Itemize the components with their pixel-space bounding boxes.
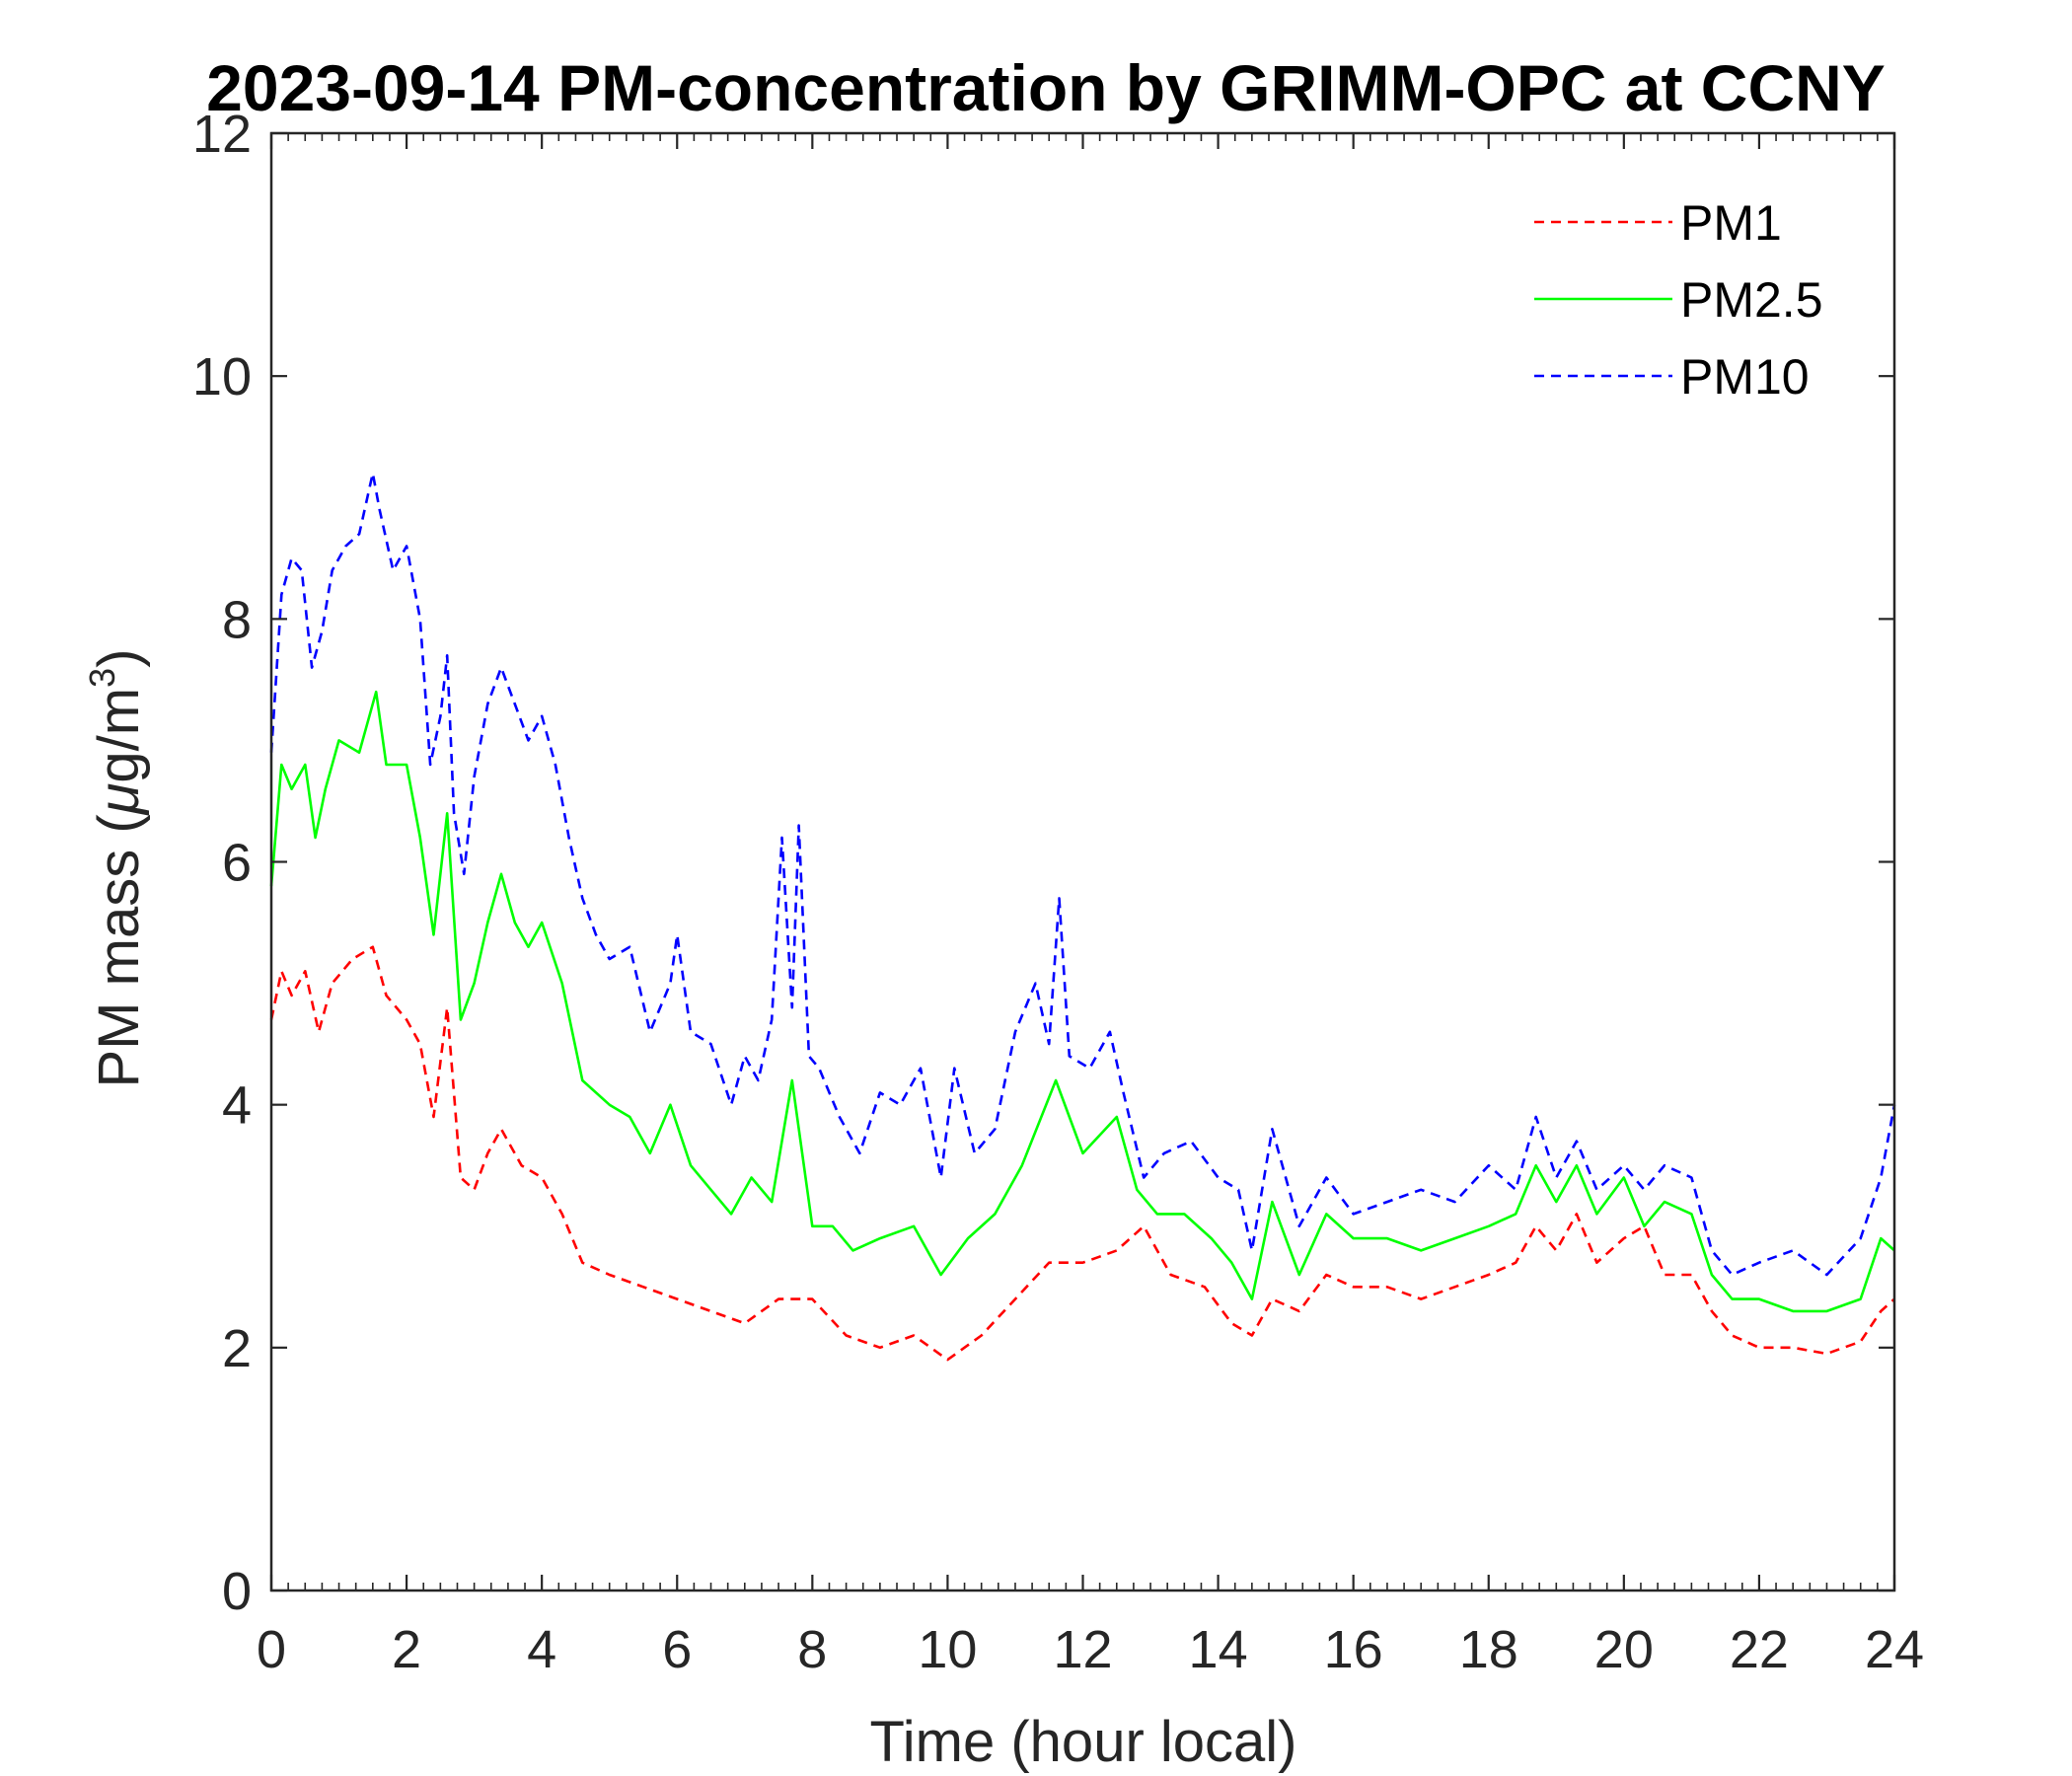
x-tick-label-1: 2	[392, 1620, 421, 1679]
x-tick-label-8: 16	[1324, 1620, 1383, 1679]
legend-label-2: PM10	[1680, 349, 1810, 405]
legend-label-1: PM2.5	[1680, 272, 1823, 328]
y-tick-label-5: 10	[192, 347, 252, 407]
x-tick-label-4: 8	[797, 1620, 827, 1679]
x-tick-label-6: 12	[1053, 1620, 1112, 1679]
y-tick-labels: 0 2 4 6 8 10 12	[192, 105, 252, 1621]
y-axis-label-unit: g/m	[87, 688, 151, 783]
x-tick-label-3: 6	[662, 1620, 692, 1679]
ticks-layer	[269, 131, 1896, 1592]
x-tick-label-7: 14	[1189, 1620, 1248, 1679]
x-tick-label-2: 4	[527, 1620, 556, 1679]
y-tick-label-0: 0	[222, 1562, 252, 1621]
chart-title: 2023-09-14 PM-concentration by GRIMM-OPC…	[206, 51, 1886, 124]
legend-label-0: PM1	[1680, 195, 1782, 251]
x-tick-label-0: 0	[257, 1620, 286, 1679]
series-line-2	[269, 472, 1896, 1277]
legend: PM1 PM2.5 PM10	[1534, 195, 1823, 405]
series-line-1	[269, 690, 1895, 1313]
y-tick-label-4: 8	[222, 590, 252, 649]
y-axis-label-exponent: 3	[82, 668, 122, 688]
series-layer	[269, 472, 1896, 1362]
x-tick-label-9: 18	[1459, 1620, 1518, 1679]
y-tick-label-3: 6	[222, 834, 252, 893]
x-tick-label-11: 22	[1730, 1620, 1789, 1679]
x-axis-label: Time (hour local)	[870, 1710, 1297, 1774]
y-tick-label-6: 12	[192, 105, 252, 164]
y-axis-label-suffix: )	[87, 649, 151, 668]
y-tick-label-2: 4	[222, 1076, 252, 1136]
y-axis-label-prefix: PM mass (	[87, 814, 151, 1087]
y-axis-label-mu: μ	[87, 783, 151, 817]
series-line-0	[269, 945, 1895, 1362]
x-tick-label-10: 20	[1594, 1620, 1654, 1679]
x-tick-label-12: 24	[1865, 1620, 1924, 1679]
y-tick-label-1: 2	[222, 1319, 252, 1378]
x-tick-labels: 0 2 4 6 8 10 12 14 16 18 20 22 24	[257, 1620, 1924, 1679]
y-axis-label: PM mass (μg/m3)	[82, 649, 151, 1088]
x-tick-label-5: 10	[918, 1620, 977, 1679]
